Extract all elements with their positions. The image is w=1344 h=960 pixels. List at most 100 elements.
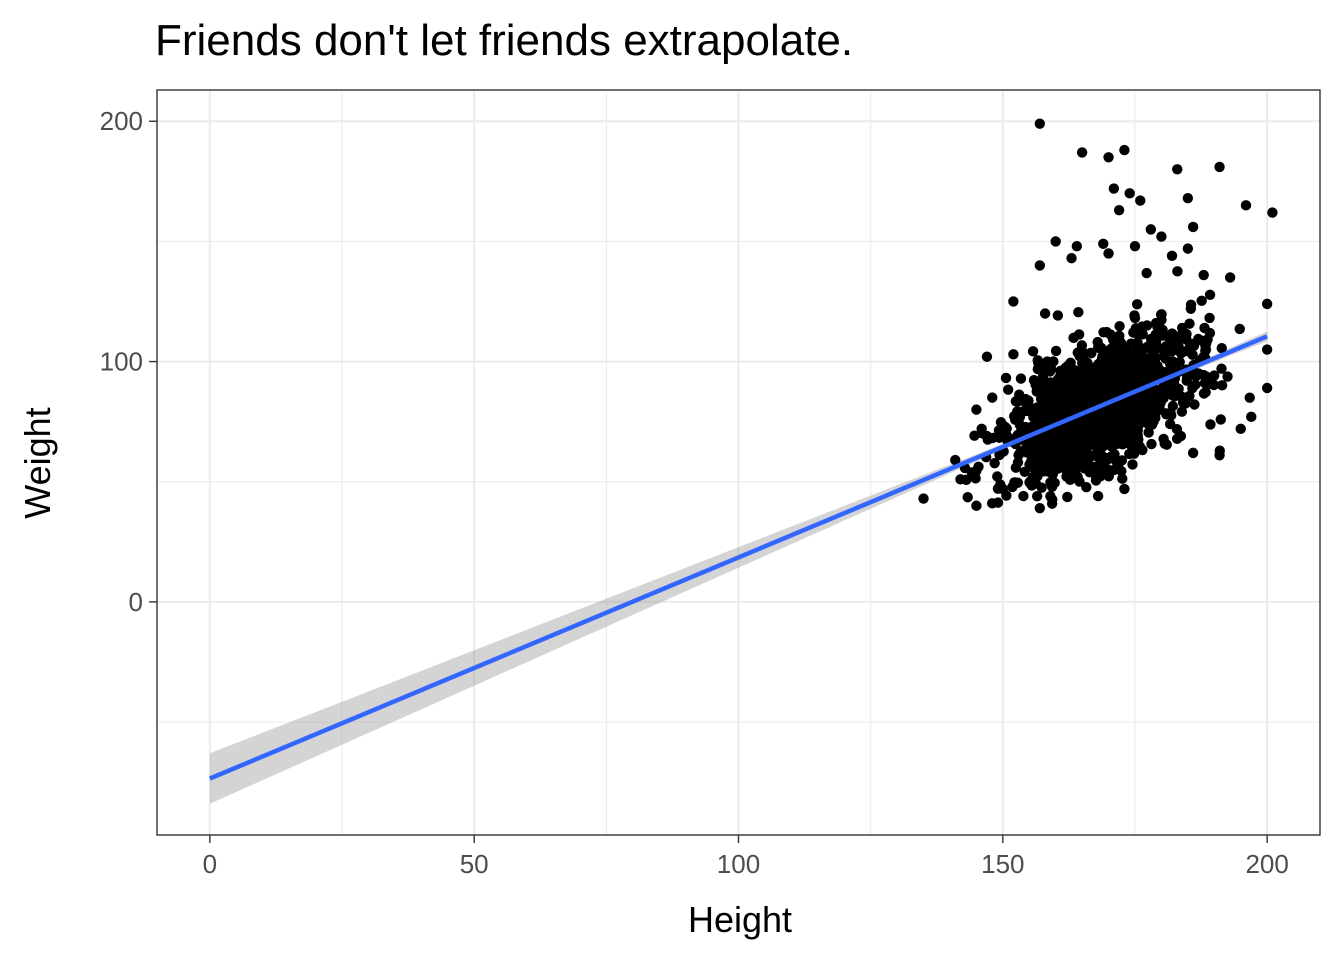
x-tick-label: 150 (981, 849, 1024, 879)
scatter-point (1209, 370, 1220, 381)
scatter-point (1064, 420, 1076, 432)
scatter-point (1017, 406, 1029, 417)
scatter-point (1152, 321, 1163, 332)
scatter-point (1199, 322, 1210, 334)
scatter-point (1116, 465, 1127, 477)
scatter-point (1105, 357, 1116, 369)
scatter-point (1045, 490, 1056, 502)
scatter-point (1056, 431, 1068, 442)
scatter-point (1176, 322, 1188, 334)
scatter-point (1111, 408, 1122, 420)
y-tick-label: 0 (129, 587, 143, 617)
scatter-point (993, 430, 1004, 442)
scatter-point (1119, 483, 1130, 495)
scatter-point (1008, 349, 1019, 360)
scatter-point (1145, 333, 1157, 345)
scatter-point (1164, 418, 1176, 430)
scatter-point (1246, 411, 1257, 423)
scatter-point (1106, 381, 1117, 392)
scatter-point (1012, 457, 1024, 468)
scatter-point (1216, 343, 1227, 354)
scatter-point (1189, 399, 1200, 410)
scatter-point (1093, 358, 1104, 370)
scatter-point (1034, 118, 1046, 129)
scatter-point (1175, 430, 1187, 442)
scatter-point (1127, 459, 1138, 470)
scatter-point (1119, 144, 1130, 156)
scatter-point (1063, 383, 1074, 394)
scatter-point (1135, 408, 1146, 420)
scatter-point (971, 500, 982, 511)
scatter-point (1062, 491, 1073, 503)
scatter-point (955, 474, 966, 485)
scatter-point (1124, 368, 1135, 379)
scatter-point (1172, 266, 1183, 277)
scatter-points (918, 118, 1278, 514)
scatter-point (1053, 396, 1064, 407)
scatter-point (1114, 321, 1125, 332)
scatter-point (1031, 471, 1042, 482)
scatter-point (987, 498, 998, 509)
scatter-point (1234, 323, 1245, 335)
scatter-point (1117, 473, 1128, 484)
scatter-point (1015, 373, 1027, 384)
scatter-point (1103, 248, 1114, 259)
scatter-point (1121, 399, 1133, 411)
scatter-point (1167, 400, 1179, 412)
scatter-point (1142, 417, 1153, 428)
scatter-point (1081, 481, 1092, 493)
scatter-point (1187, 447, 1199, 459)
scatter-point (1129, 312, 1141, 324)
scatter-point (1156, 231, 1167, 242)
scatter-point (1187, 349, 1198, 361)
scatter-point (1076, 147, 1088, 158)
scatter-point (1141, 373, 1152, 385)
scatter-point (1215, 414, 1226, 425)
scatter-point (1081, 398, 1092, 409)
scatter-point (1043, 466, 1055, 478)
scatter-point (1216, 380, 1228, 391)
scatter-point (1134, 362, 1146, 374)
scatter-point (1155, 398, 1166, 409)
scatter-point (1130, 427, 1141, 438)
scatter-point (1146, 438, 1157, 450)
scatter-point (1267, 207, 1278, 218)
scatter-point (1108, 183, 1120, 194)
scatter-point (1089, 385, 1101, 396)
scatter-point (1027, 460, 1038, 471)
scatter-point (1145, 224, 1157, 235)
scatter-point (1092, 490, 1104, 502)
scatter-point (1126, 409, 1137, 421)
scatter-point (1174, 356, 1185, 368)
scatter-point (976, 423, 987, 435)
scatter-point (1166, 410, 1177, 421)
scatter-point (1143, 427, 1154, 438)
scatter-point (1182, 243, 1194, 254)
scatter-point (1027, 346, 1039, 357)
scatter-point (1061, 374, 1073, 385)
x-axis-title: Height (688, 899, 792, 940)
scatter-point (1134, 418, 1145, 430)
scatter-point (1098, 238, 1109, 250)
scatter-point (1042, 356, 1053, 367)
scatter-point (981, 351, 993, 362)
scatter-point (1029, 421, 1040, 432)
scatter-point (1088, 439, 1100, 450)
scatter-point (1071, 241, 1083, 252)
y-axis-title: Weight (17, 407, 58, 518)
scatter-point (1059, 442, 1070, 453)
scatter-point (997, 483, 1009, 495)
scatter-point (1125, 338, 1137, 349)
scatter-point (1052, 310, 1064, 321)
scatter-point (1071, 389, 1083, 400)
scatter-point (1073, 307, 1084, 318)
regression-line (208, 334, 1269, 781)
scatter-point (1131, 350, 1143, 362)
scatter-point (1103, 152, 1114, 163)
axes: 0 50 100 150 200 0 100 200 (100, 106, 1289, 879)
scatter-point (1120, 417, 1131, 428)
scatter-point (1031, 490, 1043, 502)
scatter-point (1175, 348, 1187, 359)
scatter-point (1129, 241, 1141, 252)
scatter-point (1053, 453, 1065, 465)
